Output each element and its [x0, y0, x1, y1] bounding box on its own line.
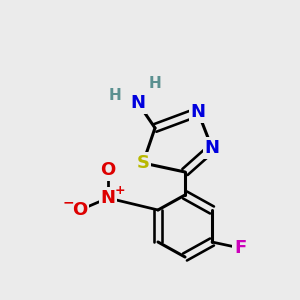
Text: +: + [115, 184, 125, 196]
Text: N: N [130, 94, 146, 112]
Text: H: H [109, 88, 122, 103]
Text: O: O [100, 161, 116, 179]
Text: S: S [136, 154, 149, 172]
Text: O: O [72, 201, 88, 219]
Text: N: N [205, 139, 220, 157]
Text: N: N [100, 189, 116, 207]
Text: F: F [234, 239, 246, 257]
Text: H: H [148, 76, 161, 91]
Text: −: − [62, 195, 74, 209]
Text: N: N [190, 103, 206, 121]
